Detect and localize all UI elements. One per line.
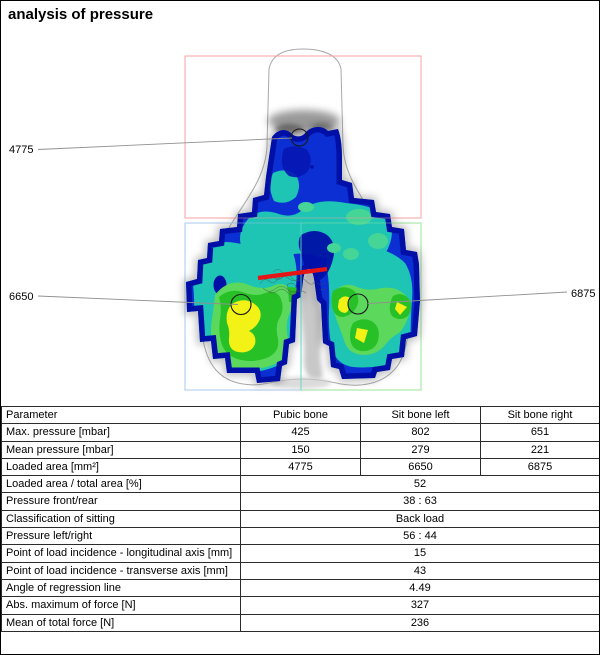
row-label: Pressure left/right [1, 527, 241, 546]
row-value: 425 [240, 423, 361, 442]
pubic-max-pressure-marker [290, 128, 309, 147]
row-value: 43 [240, 561, 599, 580]
table-row: Angle of regression line 4.49 [1, 578, 599, 598]
row-value: 56 : 44 [240, 527, 599, 546]
row-value: 651 [480, 423, 599, 442]
table-row: Point of load incidence - longitudinal a… [1, 544, 599, 563]
row-value: 279 [360, 440, 481, 459]
table-row: Point of load incidence - transverse axi… [1, 561, 599, 580]
table-row: Loaded area / total area [%] 52 [1, 475, 599, 494]
table-row: Pressure left/right 56 : 44 [1, 527, 599, 546]
row-value: 4.49 [240, 578, 599, 598]
row-value: 6650 [360, 457, 481, 477]
row-label: Mean pressure [mbar] [1, 440, 241, 459]
row-value: 15 [240, 544, 599, 563]
callout-label-sit-right: 6875 [571, 288, 595, 300]
row-value: 150 [240, 440, 361, 459]
row-value: 6875 [480, 457, 599, 477]
row-value: 802 [360, 423, 481, 442]
row-value: 236 [240, 613, 599, 632]
table-row: Loaded area [mm²] 4775 6650 6875 [1, 457, 599, 477]
row-label: Loaded area / total area [%] [1, 475, 241, 494]
table-row: Mean pressure [mbar] 150 279 221 [1, 440, 599, 459]
header-sit-bone-right: Sit bone right [480, 405, 599, 425]
row-label: Max. pressure [mbar] [1, 423, 241, 442]
table-row: Max. pressure [mbar] 425 802 651 [1, 423, 599, 442]
teal-nose-patch [270, 170, 299, 203]
pressure-map: 4775 6650 6875 [9, 48, 595, 391]
row-label: Abs. maximum of force [N] [1, 596, 241, 615]
table-row: Pressure front/rear 38 : 63 [1, 492, 599, 511]
row-label: Angle of regression line [1, 578, 241, 598]
row-label: Pressure front/rear [1, 492, 241, 511]
row-value: 38 : 63 [240, 492, 599, 511]
row-label: Loaded area [mm²] [1, 457, 241, 477]
callout-line-sit-left [37, 295, 239, 305]
header-sit-bone-left: Sit bone left [360, 405, 481, 425]
row-value: Back load [240, 509, 599, 529]
table-row: Mean of total force [N] 236 [1, 613, 599, 632]
row-value: 221 [480, 440, 599, 459]
callout-label-sit-left: 6650 [9, 291, 33, 303]
header-pubic-bone: Pubic bone [240, 405, 361, 425]
header-parameter: Parameter [1, 405, 241, 425]
row-value: 4775 [240, 457, 361, 477]
table-row: Classification of sitting Back load [1, 509, 599, 529]
table-row: Abs. maximum of force [N] 327 [1, 596, 599, 615]
parameter-table: Parameter Pubic bone Sit bone left Sit b… [1, 405, 599, 632]
row-label: Classification of sitting [1, 509, 241, 529]
row-label: Mean of total force [N] [1, 613, 241, 632]
row-value: 52 [240, 475, 599, 494]
callout-line-pubic [37, 137, 293, 150]
table-header-row: Parameter Pubic bone Sit bone left Sit b… [1, 405, 599, 425]
callout-label-pubic: 4775 [9, 144, 33, 156]
row-label: Point of load incidence - longitudinal a… [1, 544, 241, 563]
pressure-blob [186, 126, 420, 383]
sit-right-max-pressure-marker [347, 293, 369, 315]
row-value: 327 [240, 596, 599, 615]
regression-line [257, 266, 328, 281]
callout-line-sit-right [367, 291, 568, 304]
page-title: analysis of pressure [8, 6, 154, 23]
row-label: Point of load incidence - transverse axi… [1, 561, 241, 580]
